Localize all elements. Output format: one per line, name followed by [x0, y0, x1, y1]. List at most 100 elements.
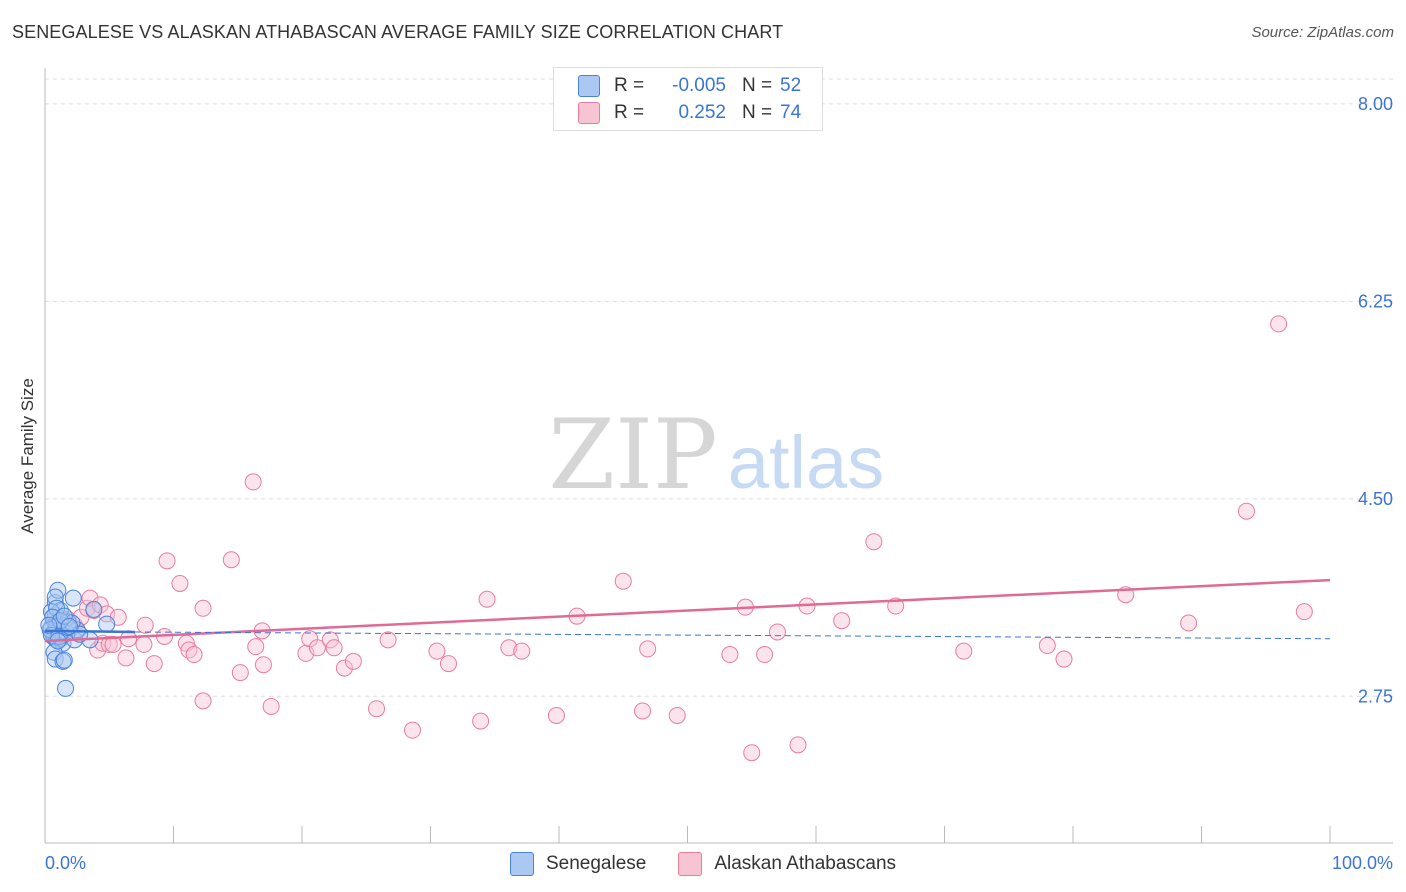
alaskan-athabascans-point [472, 712, 490, 730]
legend-row-senegalese: R = -0.005 N = 52 [578, 74, 801, 98]
x-tick-label-min: 0.0% [45, 853, 86, 873]
trend-lines [44, 578, 1331, 643]
alaskan-athabascans-point [308, 639, 326, 657]
series-label-alaskan-athabascans: Alaskan Athabascans [714, 853, 897, 874]
alaskan-athabascans-point [478, 590, 496, 608]
senegalese-point [55, 607, 73, 625]
alaskan-athabascans-point [614, 572, 632, 590]
alaskan-athabascans-trend-line [44, 578, 1331, 643]
correlation-legend: R = -0.005 N = 52 R = 0.252 N = 74 [553, 67, 823, 131]
alaskan-athabascans-point [194, 599, 212, 617]
senegalese-point [54, 652, 72, 670]
alaskan-athabascans-points [59, 315, 1313, 762]
tick-labels: 2.75 4.50 6.25 8.00 0.0% 100.0% [45, 94, 1393, 873]
watermark-zip: ZIP [548, 399, 717, 511]
y-tick-label: 2.75 [1358, 686, 1393, 706]
series-legend-alaskan-athabascans[interactable]: Alaskan Athabascans [678, 852, 896, 876]
alaskan-athabascans-point [634, 702, 652, 720]
alaskan-athabascans-point [439, 655, 457, 673]
alaskan-athabascans-point [404, 721, 422, 739]
grid-lines [45, 78, 1393, 697]
alaskan-athabascans-point [321, 631, 339, 649]
alaskan-athabascans-point [158, 552, 176, 570]
series-swatch-senegalese [509, 852, 534, 876]
alaskan-athabascans-point [833, 612, 851, 630]
watermark-atlas: atlas [728, 421, 884, 504]
alaskan-athabascans-point [136, 616, 154, 634]
x-tick-label-max: 100.0% [1332, 853, 1393, 873]
alaskan-athabascans-point [955, 642, 973, 660]
legend-swatch-senegalese [578, 75, 600, 97]
senegalese-point [57, 679, 75, 697]
alaskan-athabascans-point [135, 635, 153, 653]
legend-r-label: R = [614, 102, 645, 123]
legend-n-value: 74 [780, 102, 802, 123]
series-legend: Senegalese Alaskan Athabascans [0, 852, 1406, 876]
alaskan-athabascans-point [721, 646, 739, 664]
legend-r-label: R = [614, 75, 645, 96]
alaskan-athabascans-point [1055, 650, 1073, 668]
alaskan-athabascans-point [231, 664, 249, 682]
y-tick-label: 8.00 [1358, 94, 1393, 114]
alaskan-athabascans-point [78, 599, 96, 617]
senegalese-point [98, 615, 116, 633]
alaskan-athabascans-point [368, 700, 386, 718]
series-legend-senegalese[interactable]: Senegalese [509, 852, 647, 876]
senegalese-point [55, 651, 73, 669]
alaskan-athabascans-point [547, 706, 565, 724]
y-tick-label: 4.50 [1358, 489, 1393, 509]
alaskan-athabascans-point [335, 659, 353, 677]
alaskan-athabascans-point [247, 638, 265, 656]
chart-title: SENEGALESE VS ALASKAN ATHABASCAN AVERAGE… [12, 22, 784, 42]
alaskan-athabascans-point [344, 652, 362, 670]
alaskan-athabascans-point [1237, 502, 1255, 520]
alaskan-athabascans-point [789, 736, 807, 754]
alaskan-athabascans-point [743, 744, 761, 762]
senegalese-point [40, 616, 58, 634]
senegalese-trend-extension [134, 631, 1331, 640]
alaskan-athabascans-point [639, 640, 657, 658]
y-tick-label: 6.25 [1358, 291, 1393, 311]
source-label: Source: ZipAtlas.com [1251, 24, 1394, 41]
alaskan-athabascans-point [668, 706, 686, 724]
alaskan-athabascans-point [1180, 614, 1198, 632]
legend-r-value: 0.252 [678, 102, 726, 123]
alaskan-athabascans-point [1038, 637, 1056, 655]
series-label-senegalese: Senegalese [545, 853, 647, 874]
alaskan-athabascans-point [117, 649, 135, 667]
legend-row-alaskan-athabascans: R = 0.252 N = 74 [578, 101, 801, 125]
alaskan-athabascans-point [171, 574, 189, 592]
alaskan-athabascans-point [513, 642, 531, 660]
senegalese-trend-line [44, 629, 135, 634]
alaskan-athabascans-point [1270, 315, 1288, 333]
legend-swatch-alaskan-athabascans [578, 102, 600, 124]
alaskan-athabascans-point [379, 631, 397, 649]
senegalese-point [49, 581, 67, 599]
alaskan-athabascans-point [500, 639, 518, 657]
alaskan-athabascans-point [194, 692, 212, 710]
series-swatch-alaskan-athabascans [678, 852, 703, 876]
alaskan-athabascans-point [1295, 603, 1313, 621]
legend-r-value: -0.005 [672, 75, 726, 96]
alaskan-athabascans-point [145, 655, 163, 673]
alaskan-athabascans-point [756, 646, 774, 664]
alaskan-athabascans-point [865, 533, 883, 551]
axes [44, 68, 1393, 844]
alaskan-athabascans-point [222, 551, 240, 569]
watermark: ZIP atlas [548, 399, 884, 511]
alaskan-athabascans-point [325, 639, 343, 657]
alaskan-athabascans-point [768, 623, 786, 641]
alaskan-athabascans-point [262, 697, 280, 715]
senegalese-point [64, 589, 82, 607]
alaskan-athabascans-point [104, 635, 122, 653]
alaskan-athabascans-point [180, 641, 198, 659]
legend-n-label: N = [742, 102, 773, 123]
legend-n-value: 52 [780, 75, 802, 96]
alaskan-athabascans-point [185, 646, 203, 664]
alaskan-athabascans-point [244, 473, 262, 491]
alaskan-athabascans-point [100, 635, 118, 653]
legend-n-label: N = [742, 75, 773, 96]
senegalese-point [85, 600, 103, 618]
alaskan-athabascans-point [254, 656, 272, 674]
